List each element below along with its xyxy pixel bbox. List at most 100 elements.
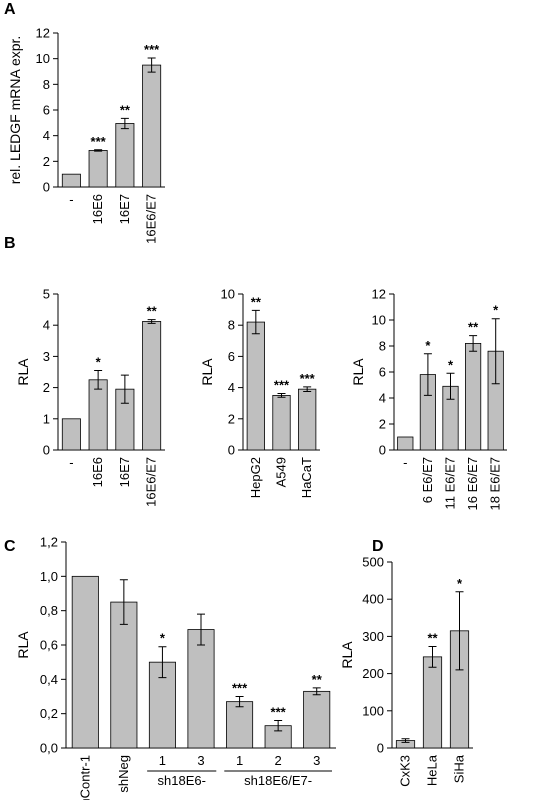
- error-bar: [120, 117, 129, 130]
- y-tick-label: 2: [43, 154, 50, 169]
- y-tick-label: 2: [43, 380, 50, 395]
- y-tick-label: 200: [362, 666, 384, 681]
- y-tick-label: 10: [36, 51, 50, 66]
- bar: [88, 150, 108, 188]
- y-tick-label: 1,2: [40, 535, 58, 550]
- y-tick-label: 12: [36, 26, 50, 41]
- y-tick-label: 0,4: [40, 672, 58, 687]
- significance-label: *: [448, 357, 454, 372]
- y-tick-label: 500: [362, 555, 384, 570]
- x-tick-label: 11 E6/E7: [443, 457, 458, 510]
- y-tick-label: 5: [43, 287, 50, 302]
- x-tick-label: 16E6: [90, 457, 105, 487]
- bar: [422, 656, 443, 749]
- y-tick-label: 3: [43, 349, 50, 364]
- x-tick-label: 16 E6/E7: [465, 457, 480, 511]
- x-tick-label: 6 E6/E7: [420, 457, 435, 503]
- x-tick-label: 3: [313, 753, 320, 768]
- significance-label: *: [493, 303, 499, 318]
- x-tick-label: CxK3: [398, 755, 413, 787]
- error-bar: [428, 645, 437, 668]
- panel-label: A: [4, 1, 16, 18]
- significance-label: ***: [300, 371, 316, 386]
- panel-label: D: [372, 538, 384, 555]
- y-tick-label: 0: [379, 443, 386, 458]
- bar: [61, 418, 81, 451]
- y-tick-label: 0,6: [40, 638, 58, 653]
- error-bar: [120, 374, 129, 404]
- error-bar: [147, 319, 156, 324]
- y-tick-label: 4: [43, 318, 50, 333]
- group-label: sh18E6-: [158, 773, 206, 788]
- x-tick-label: -: [403, 455, 407, 470]
- y-axis-label: rel. LEDGF mRNA expr.: [7, 36, 23, 185]
- bar: [142, 321, 162, 451]
- bar: [303, 690, 331, 749]
- y-axis-label: RLA: [350, 358, 366, 386]
- significance-label: **: [312, 672, 323, 687]
- error-bar: [277, 393, 286, 398]
- y-tick-label: 0: [43, 180, 50, 195]
- y-tick-label: 2: [379, 417, 386, 432]
- significance-label: ***: [271, 705, 287, 720]
- significance-label: **: [468, 320, 479, 335]
- y-tick-label: 100: [362, 703, 384, 718]
- significance-label: ***: [91, 134, 107, 149]
- x-tick-label: A549: [274, 457, 289, 487]
- y-tick-label: 10: [372, 313, 386, 328]
- panel-label: C: [4, 538, 16, 555]
- significance-label: **: [427, 630, 438, 645]
- bar: [142, 64, 162, 188]
- bar: [397, 436, 414, 451]
- error-bar: [423, 353, 432, 396]
- error-bar: [94, 369, 103, 390]
- error-bar: [274, 720, 283, 732]
- y-tick-label: 8: [379, 339, 386, 354]
- y-tick-label: 4: [43, 128, 50, 143]
- y-tick-label: 2: [228, 411, 235, 426]
- y-axis-label: RLA: [339, 641, 355, 669]
- y-tick-label: 1,0: [40, 569, 58, 584]
- bar: [465, 342, 482, 451]
- significance-label: **: [120, 102, 131, 117]
- bar: [272, 394, 291, 451]
- group-label: sh18E6/E7-: [244, 773, 312, 788]
- x-tick-label: SiHa: [452, 754, 467, 783]
- y-tick-label: 300: [362, 629, 384, 644]
- error-bar: [469, 335, 478, 352]
- y-tick-label: 12: [372, 287, 386, 302]
- significance-label: *: [160, 631, 166, 646]
- error-bar: [312, 687, 321, 696]
- significance-label: ***: [274, 378, 290, 393]
- y-tick-label: 4: [379, 391, 386, 406]
- y-axis-label: RLA: [199, 358, 215, 386]
- y-tick-label: 6: [228, 349, 235, 364]
- significance-label: *: [96, 354, 102, 369]
- error-bar: [119, 579, 128, 625]
- x-tick-label: 1: [236, 753, 243, 768]
- error-bar: [235, 696, 244, 708]
- error-bar: [455, 591, 464, 671]
- significance-label: **: [251, 294, 262, 309]
- bar: [187, 629, 215, 749]
- y-tick-label: 8: [43, 77, 50, 92]
- x-tick-label: 16E6/E7: [144, 194, 159, 244]
- y-axis-label: RLA: [15, 358, 31, 386]
- error-bar: [147, 57, 156, 73]
- y-tick-label: 0,2: [40, 706, 58, 721]
- bar: [226, 701, 254, 749]
- error-bar: [94, 149, 103, 152]
- x-tick-label: -: [69, 192, 73, 207]
- x-tick-label: HaCaT: [299, 457, 314, 498]
- bar: [115, 123, 135, 188]
- x-tick-label: 16E6/E7: [144, 457, 159, 507]
- y-tick-label: 4: [228, 380, 235, 395]
- x-tick-label: -: [69, 455, 73, 470]
- significance-label: *: [425, 338, 431, 353]
- bar: [110, 601, 138, 749]
- y-tick-label: 6: [43, 103, 50, 118]
- y-tick-label: 0: [377, 741, 384, 756]
- error-bar: [158, 646, 167, 679]
